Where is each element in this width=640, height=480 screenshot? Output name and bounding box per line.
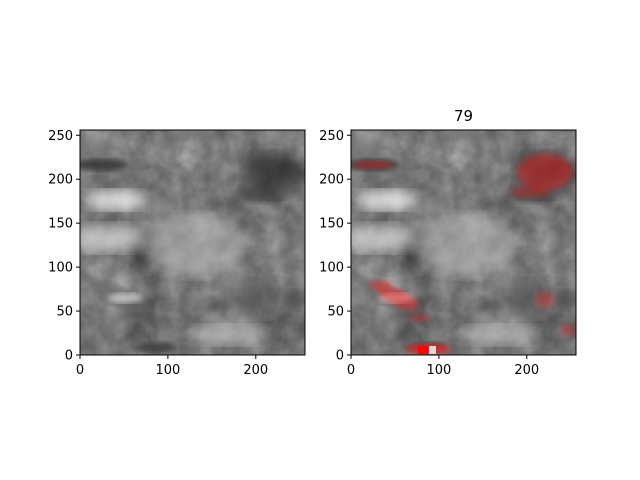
y-tick-label-right-5: 250 — [319, 129, 344, 144]
y-tick-label-left-0: 0 — [65, 349, 73, 364]
y-tick-label-right-3: 150 — [319, 217, 344, 232]
x-tick-label-left-1: 100 — [155, 363, 180, 378]
chart-title-right: 79 — [454, 107, 473, 125]
red-overlay — [353, 154, 576, 354]
x-tick-label-left-2: 200 — [243, 363, 268, 378]
heatmap-image-right — [346, 130, 576, 355]
y-tick-label-left-4: 200 — [48, 173, 73, 188]
y-tick-label-left-5: 250 — [48, 129, 73, 144]
x-tick-label-right-1: 100 — [426, 363, 451, 378]
y-tick-label-right-2: 100 — [319, 261, 344, 276]
x-tick-label-right-2: 200 — [514, 363, 539, 378]
y-tick-label-right-4: 200 — [319, 173, 344, 188]
y-tick-label-right-1: 50 — [327, 305, 344, 320]
axes-frame-left — [79, 129, 306, 356]
x-tick-label-left-0: 0 — [76, 363, 84, 378]
panel-left: 0 100 200 0 50 100 150 200 250 — [48, 129, 307, 378]
y-tick-label-left-3: 150 — [48, 217, 73, 232]
axes-frame-right — [350, 129, 577, 356]
axes-right: 0 100 200 0 50 100 150 200 250 — [319, 129, 539, 378]
y-tick-label-left-2: 100 — [48, 261, 73, 276]
panel-right: 0 100 200 0 50 100 150 200 250 79 — [319, 107, 577, 378]
heatmap-image-left — [75, 130, 307, 355]
y-tick-label-left-1: 50 — [56, 305, 73, 320]
x-tick-label-right-0: 0 — [347, 363, 355, 378]
axes-left: 0 100 200 0 50 100 150 200 250 — [48, 129, 268, 378]
y-tick-label-right-0: 0 — [336, 349, 344, 364]
